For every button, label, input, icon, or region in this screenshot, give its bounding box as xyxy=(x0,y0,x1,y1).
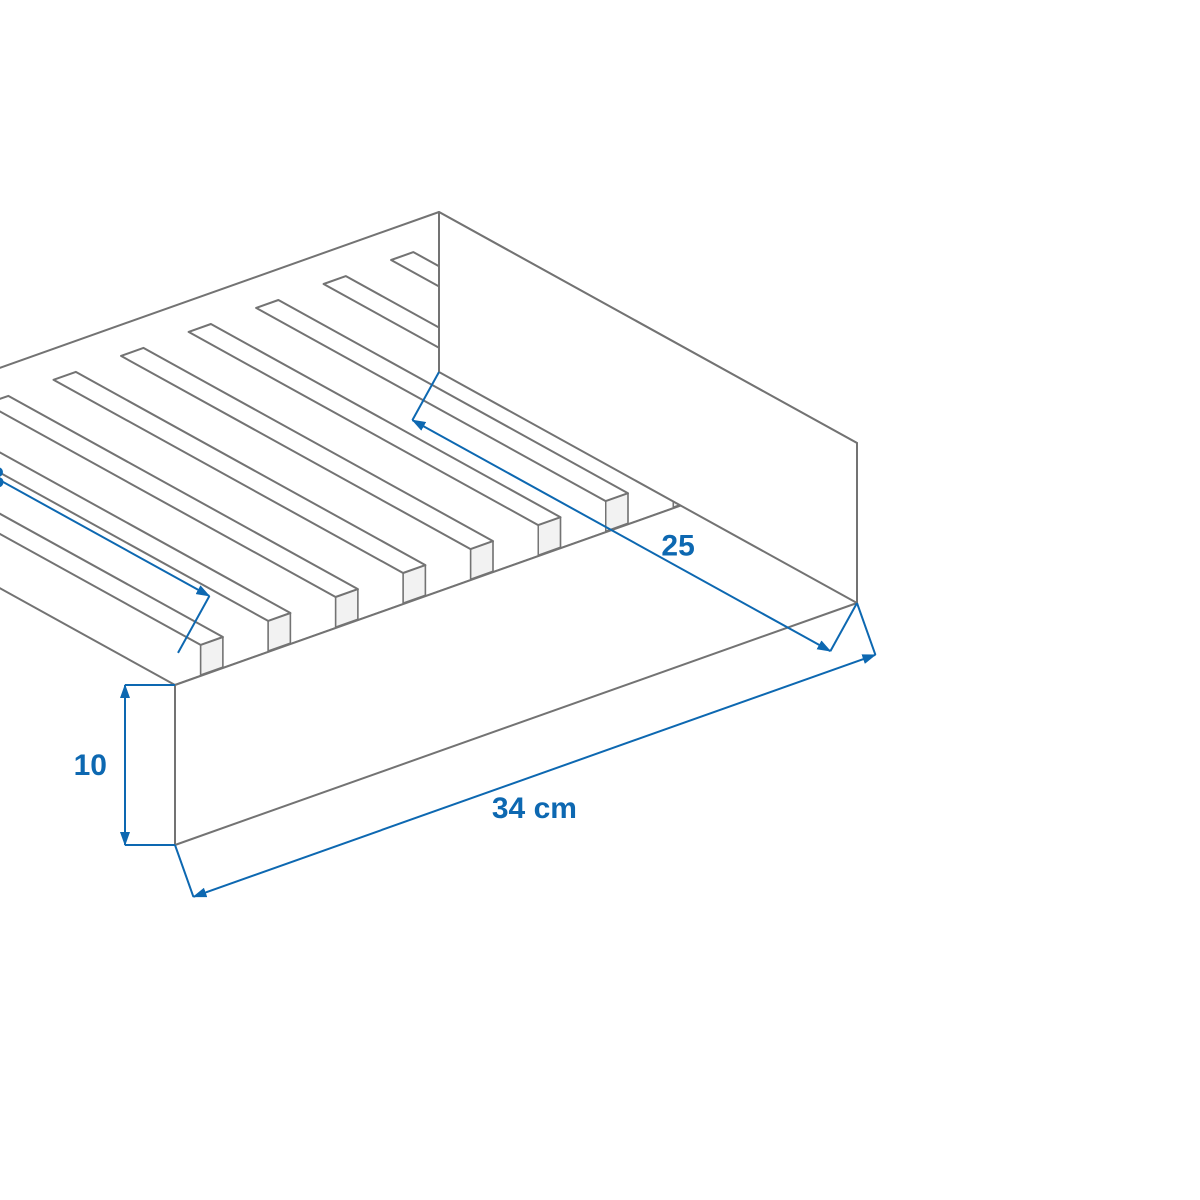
dim-base-width-label: 34 cm xyxy=(492,792,577,825)
dim-top-depth-label: 23 xyxy=(0,461,5,494)
object-drawing xyxy=(0,212,857,845)
dim-base-depth-label: 25 xyxy=(661,530,694,563)
dim-height-label: 10 xyxy=(74,749,107,782)
